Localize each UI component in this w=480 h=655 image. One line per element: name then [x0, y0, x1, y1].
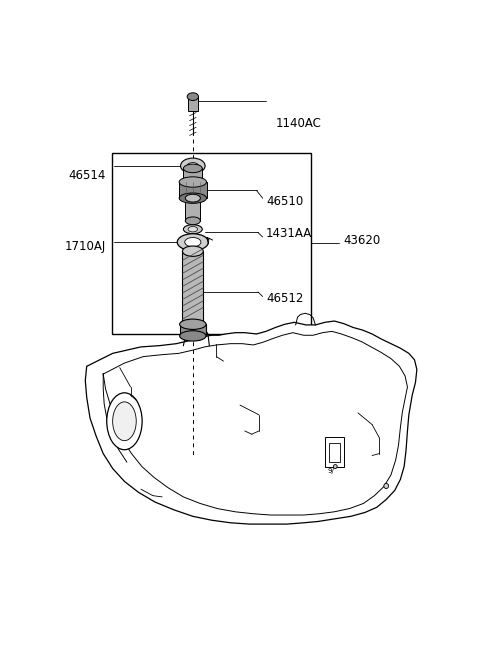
Ellipse shape [180, 331, 206, 341]
Bar [185, 198, 200, 221]
Text: 9/: 9/ [327, 468, 334, 474]
Ellipse shape [177, 234, 208, 251]
Ellipse shape [182, 246, 203, 256]
Bar [329, 443, 340, 462]
Text: 46512: 46512 [266, 292, 303, 305]
Ellipse shape [187, 93, 199, 100]
Text: 1431AA: 1431AA [266, 227, 312, 240]
Ellipse shape [179, 193, 206, 203]
Text: 46510: 46510 [266, 195, 303, 208]
Ellipse shape [185, 195, 200, 202]
Ellipse shape [107, 393, 142, 450]
Ellipse shape [180, 319, 206, 329]
Text: 1710AJ: 1710AJ [64, 240, 106, 253]
Ellipse shape [384, 483, 389, 489]
Ellipse shape [113, 402, 136, 441]
Ellipse shape [194, 329, 199, 335]
Bar [183, 168, 202, 182]
Ellipse shape [185, 217, 200, 225]
Text: 1140AC: 1140AC [276, 117, 321, 130]
Ellipse shape [187, 162, 199, 169]
Text: 46514: 46514 [68, 169, 106, 182]
Bar [188, 97, 198, 111]
Ellipse shape [183, 225, 202, 234]
Polygon shape [325, 438, 344, 466]
Ellipse shape [179, 177, 206, 187]
Text: 43620: 43620 [344, 234, 381, 247]
Ellipse shape [183, 164, 202, 173]
Ellipse shape [180, 158, 205, 174]
Ellipse shape [188, 227, 198, 232]
Ellipse shape [185, 238, 201, 247]
Bar [182, 252, 203, 324]
Bar [180, 324, 206, 336]
Bar [179, 182, 206, 198]
Bar [112, 153, 311, 334]
Ellipse shape [334, 464, 337, 468]
Polygon shape [85, 321, 417, 524]
